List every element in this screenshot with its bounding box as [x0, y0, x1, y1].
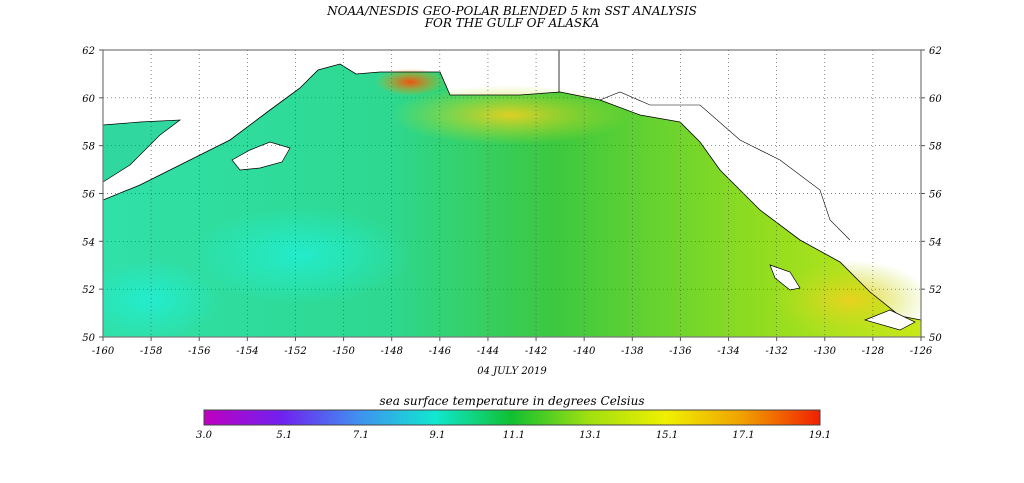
- lat-tick-label: 56: [82, 190, 95, 201]
- lon-tick-label: -136: [669, 346, 692, 357]
- vancouver-island: [863, 309, 916, 331]
- lon-tick-label: -154: [236, 346, 258, 357]
- colorbar: [203, 409, 821, 426]
- lat-tick-label-right: 52: [929, 285, 942, 296]
- colorbar-tick-label: 13.1: [579, 430, 601, 441]
- lat-tick-label-right: 56: [929, 190, 942, 201]
- colorbar-tick-label: 5.1: [276, 430, 292, 441]
- lon-tick-label: -138: [621, 346, 643, 357]
- colorbar-ticks: 3.0 5.1 7.1 9.1 11.1 13.1 15.1 17.1 19.1: [196, 430, 831, 441]
- lon-tick-label: -160: [92, 346, 115, 357]
- longitude-axis: -160 -158 -156 -154 -152 -150 -148 -146 -144 -142…: [92, 337, 933, 357]
- lat-tick-label-right: 62: [929, 46, 942, 57]
- lat-tick-label: 50: [82, 333, 95, 344]
- title-line-2: FOR THE GULF OF ALASKA: [424, 16, 600, 30]
- lon-tick-label: -132: [765, 346, 787, 357]
- bristol-bay: [103, 119, 182, 183]
- warm-water-patch: [390, 85, 630, 145]
- lat-tick-label: 54: [82, 237, 95, 248]
- title-line-1: NOAA/NESDIS GEO-POLAR BLENDED 5 km SST A…: [327, 4, 697, 18]
- latitude-axis: 50 50 52 52 54 54 56 56 58 58 60 60 62 62: [82, 46, 942, 344]
- border-line: [599, 91, 851, 241]
- colorbar-tick-label: 17.1: [732, 430, 754, 441]
- lon-tick-label: -150: [332, 346, 355, 357]
- coastline: [103, 63, 921, 321]
- lat-tick-label-right: 50: [929, 333, 942, 344]
- lon-tick-label: -140: [573, 346, 596, 357]
- colorbar-label: sea surface temperature in degrees Celsi…: [379, 394, 644, 408]
- lat-tick-label-right: 54: [929, 237, 942, 248]
- lat-tick-label: 62: [82, 46, 95, 57]
- cool-water-patch: [190, 205, 410, 305]
- colorbar-tick-label: 3.0: [196, 430, 213, 441]
- colorbar-tick-label: 7.1: [353, 430, 369, 441]
- lat-tick-label: 60: [82, 94, 95, 105]
- lon-tick-label: -144: [477, 346, 499, 357]
- colorbar-tick-label: 9.1: [429, 430, 445, 441]
- lon-tick-label: -146: [429, 346, 452, 357]
- date-label: 04 JULY 2019: [477, 366, 547, 377]
- lat-tick-label: 58: [82, 142, 95, 153]
- lon-tick-label: -134: [717, 346, 739, 357]
- colorbar-tick-label: 11.1: [503, 430, 525, 441]
- lat-tick-label-right: 60: [929, 94, 942, 105]
- cool-water-patch: [103, 260, 220, 337]
- lon-tick-label: -126: [910, 346, 933, 357]
- lat-tick-label-right: 58: [929, 142, 942, 153]
- kodiak-island: [231, 141, 291, 171]
- lon-tick-label: -142: [525, 346, 547, 357]
- lon-tick-label: -152: [284, 346, 306, 357]
- lon-tick-label: -148: [380, 346, 402, 357]
- lat-tick-label: 52: [82, 285, 95, 296]
- lon-tick-label: -158: [140, 346, 162, 357]
- hot-water-patch: [375, 68, 445, 96]
- lon-tick-label: -128: [862, 346, 884, 357]
- colorbar-tick-label: 15.1: [656, 430, 678, 441]
- lon-tick-label: -130: [814, 346, 837, 357]
- lon-tick-label: -156: [188, 346, 211, 357]
- colorbar-tick-label: 19.1: [809, 430, 831, 441]
